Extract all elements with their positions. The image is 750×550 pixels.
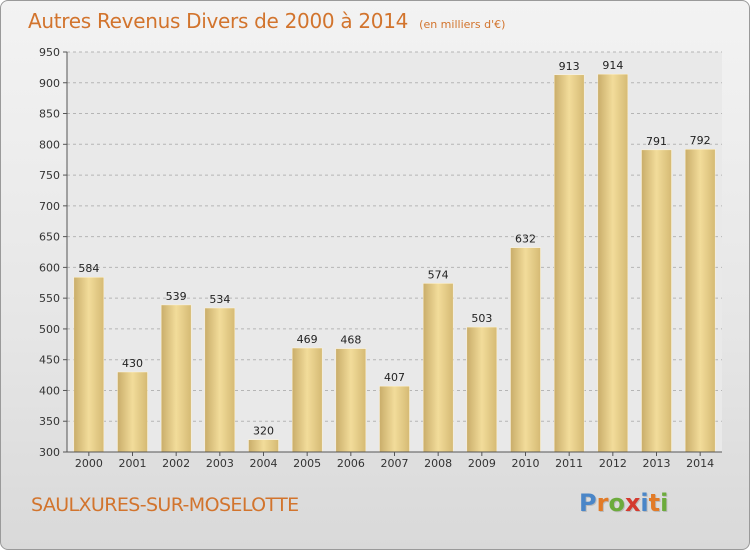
- bar-2007: [379, 385, 410, 453]
- bar-2012: [597, 73, 629, 453]
- proxiti-logo[interactable]: Proxiti: [579, 489, 668, 517]
- y-tick-label: 500: [39, 323, 60, 336]
- x-tick-label: 2001: [119, 457, 147, 470]
- bar-2006: [335, 348, 367, 453]
- x-tick-label: 2012: [599, 457, 627, 470]
- x-tick-label: 2011: [555, 457, 583, 470]
- y-tick-label: 400: [39, 384, 60, 397]
- logo-letter: x: [624, 489, 641, 517]
- value-label-2013: 791: [646, 135, 667, 148]
- bar-2000: [73, 276, 105, 453]
- value-label-2012: 914: [602, 59, 623, 72]
- y-tick-label: 600: [39, 261, 60, 274]
- y-tick-label: 950: [39, 46, 60, 59]
- bar-2011: [553, 74, 585, 453]
- value-label-2010: 632: [515, 233, 536, 246]
- value-label-2000: 584: [78, 262, 99, 275]
- bar-2013: [641, 149, 672, 453]
- bar-2004: [248, 439, 279, 453]
- x-tick-label: 2009: [468, 457, 496, 470]
- logo-letter: P: [579, 489, 597, 517]
- value-label-2007: 407: [384, 371, 405, 384]
- y-tick-label: 850: [39, 108, 60, 121]
- logo-letter: o: [608, 489, 625, 517]
- y-tick-label: 550: [39, 292, 60, 305]
- y-tick-label: 700: [39, 200, 60, 213]
- x-tick-label: 2010: [512, 457, 540, 470]
- y-tick-label: 900: [39, 77, 60, 90]
- value-labels: 584 430 539 534 320 469 468 407 574 503 632 913 914 7…: [78, 59, 710, 438]
- value-label-2006: 468: [340, 334, 361, 347]
- x-tick-label: 2000: [75, 457, 103, 470]
- y-tick-label: 450: [39, 354, 60, 367]
- bar-2008: [422, 283, 454, 453]
- bar-2003: [204, 307, 236, 453]
- title-row: Autres Revenus Divers de 2000 à 2014 (en…: [28, 9, 505, 33]
- commune-name: SAULXURES-SUR-MOSELOTTE: [31, 494, 299, 516]
- value-label-2005: 469: [297, 333, 318, 346]
- value-label-2011: 913: [559, 60, 580, 73]
- y-axis-labels: 300 350 400 450 500 550 600 650 700 750 800 850 900 9…: [39, 46, 60, 459]
- bars-group: [73, 73, 716, 456]
- chart-title: Autres Revenus Divers de 2000 à 2014: [28, 9, 409, 33]
- x-tick-label: 2008: [424, 457, 452, 470]
- x-axis-labels: 2000 2001 2002 2003 2004 2005 2006 2007 2008 2009…: [75, 457, 714, 470]
- y-tick-label: 750: [39, 169, 60, 182]
- value-label-2004: 320: [253, 425, 274, 438]
- logo-letter: t: [648, 489, 661, 517]
- bar-2014: [684, 148, 716, 453]
- bar-2002: [160, 304, 192, 453]
- value-label-2009: 503: [471, 312, 492, 325]
- y-tick-label: 800: [39, 138, 60, 151]
- logo-letter: i: [640, 489, 649, 517]
- value-label-2008: 574: [428, 268, 449, 281]
- bar-2001: [117, 371, 148, 453]
- bar-2005: [291, 347, 323, 453]
- x-tick-label: 2007: [381, 457, 409, 470]
- x-tick-label: 2002: [162, 457, 190, 470]
- bar-2010: [510, 247, 541, 453]
- logo-letter: i: [660, 489, 669, 517]
- value-label-2014: 792: [690, 134, 711, 147]
- y-tick-label: 650: [39, 231, 60, 244]
- y-tick-label: 350: [39, 415, 60, 428]
- x-tick-label: 2006: [337, 457, 365, 470]
- x-tick-label: 2013: [643, 457, 671, 470]
- x-tick-label: 2014: [686, 457, 714, 470]
- bar-2009: [466, 326, 498, 453]
- y-tick-label: 300: [39, 446, 60, 459]
- x-tick-label: 2005: [293, 457, 321, 470]
- value-label-2002: 539: [166, 290, 187, 303]
- logo-letter: r: [596, 489, 609, 517]
- value-label-2001: 430: [122, 357, 143, 370]
- chart-subtitle: (en milliers d'€): [419, 18, 506, 31]
- x-tick-label: 2004: [250, 457, 278, 470]
- value-label-2003: 534: [209, 293, 230, 306]
- x-tick-label: 2003: [206, 457, 234, 470]
